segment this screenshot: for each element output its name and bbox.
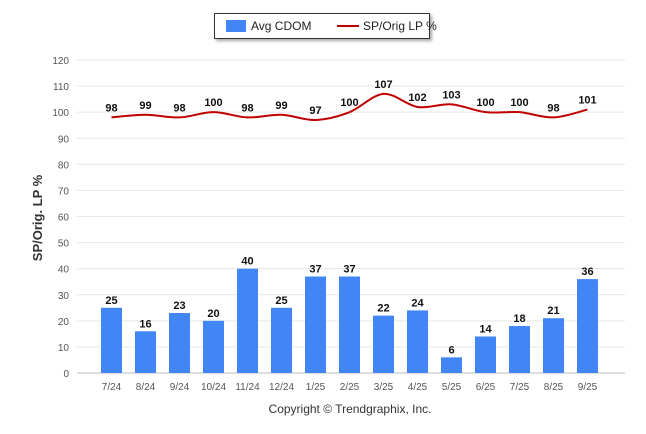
line-label-10/24: 100 (204, 97, 222, 109)
x-tick-9/24: 9/24 (170, 382, 190, 393)
line-label-5/25: 103 (442, 89, 460, 101)
bar-label-3/25: 22 (377, 303, 389, 315)
bar-4/25 (407, 310, 428, 373)
bar-12/24 (271, 307, 292, 373)
bar-1/25 (305, 276, 326, 373)
y-axis-ticks: 0 10 20 30 40 50 60 70 80 90 100 110 120 (52, 56, 69, 380)
bar-7/24 (101, 307, 122, 373)
bar-label-8/25: 21 (547, 305, 559, 317)
bar-label-7/24: 25 (105, 295, 117, 307)
series-line-sp-orig-lp (111, 92, 588, 121)
x-tick-6/25: 6/25 (476, 382, 496, 393)
line-label-11/24: 98 (241, 102, 253, 114)
bar-label-2/25: 37 (343, 263, 355, 275)
y-tick-120: 120 (52, 56, 69, 67)
y-tick-30: 30 (58, 291, 70, 302)
line-label-12/24: 99 (275, 100, 287, 112)
y-tick-40: 40 (58, 265, 70, 276)
bar-label-4/25: 24 (411, 297, 424, 309)
y-tick-100: 100 (52, 108, 69, 119)
y-tick-70: 70 (58, 186, 70, 197)
bar-label-5/25: 6 (448, 344, 454, 356)
bar-10/24 (203, 320, 224, 373)
bar-label-9/24: 23 (173, 300, 185, 312)
bar-label-9/25: 36 (581, 266, 593, 278)
bar-label-1/25: 37 (309, 263, 321, 275)
bar-label-6/25: 14 (479, 323, 492, 335)
legend-label-sp-orig-lp: SP/Orig LP % (363, 19, 437, 33)
y-tick-110: 110 (53, 82, 69, 93)
bar-label-12/24: 25 (275, 295, 287, 307)
bar-5/25 (441, 357, 462, 373)
copyright-text: Copyright © Trendgraphix, Inc. (268, 402, 432, 416)
bar-label-8/24: 16 (139, 318, 151, 330)
x-tick-3/25: 3/25 (374, 382, 394, 393)
line-label-8/24: 99 (139, 100, 151, 112)
line-sp-orig-lp (111, 92, 588, 121)
y-tick-10: 10 (58, 343, 70, 354)
bars-avg-cdom (101, 268, 598, 373)
x-tick-11/24: 11/24 (235, 382, 260, 393)
bar-8/24 (135, 331, 156, 373)
bar-9/25 (577, 279, 598, 373)
x-tick-9/25: 9/25 (578, 382, 598, 393)
line-label-4/25: 102 (408, 92, 426, 104)
bar-7/25 (509, 326, 530, 373)
bar-11/24 (237, 268, 258, 373)
line-label-9/24: 98 (173, 102, 185, 114)
line-label-1/25: 97 (309, 105, 321, 117)
legend-label-avg-cdom: Avg CDOM (251, 19, 312, 33)
line-label-9/25: 101 (578, 95, 596, 107)
line-label-6/25: 100 (476, 97, 494, 109)
legend-swatch-avg-cdom (226, 20, 246, 32)
x-tick-7/24: 7/24 (102, 382, 122, 393)
x-axis-ticks: 7/24 8/24 9/24 10/24 11/24 12/24 1/25 2/25 3/25 4… (102, 382, 598, 393)
line-label-8/25: 98 (547, 102, 559, 114)
y-tick-60: 60 (58, 213, 70, 224)
line-label-7/24: 98 (105, 102, 117, 114)
y-tick-80: 80 (58, 160, 70, 171)
y-tick-20: 20 (58, 317, 70, 328)
bar-9/24 (169, 313, 190, 373)
x-tick-12/24: 12/24 (269, 382, 294, 393)
x-tick-8/24: 8/24 (136, 382, 156, 393)
legend: Avg CDOM SP/Orig LP % (214, 13, 437, 39)
bar-6/25 (475, 336, 496, 373)
bar-label-7/25: 18 (513, 313, 525, 325)
bar-3/25 (373, 315, 394, 373)
x-tick-5/25: 5/25 (442, 382, 462, 393)
legend-swatch-sp-orig-lp (337, 25, 359, 27)
x-tick-2/25: 2/25 (340, 382, 360, 393)
y-tick-50: 50 (58, 239, 70, 250)
line-label-7/25: 100 (510, 97, 528, 109)
x-tick-8/25: 8/25 (544, 382, 564, 393)
line-label-3/25: 107 (374, 79, 392, 91)
bar-label-11/24: 40 (241, 256, 253, 268)
x-tick-1/25: 1/25 (306, 382, 326, 393)
y-tick-90: 90 (58, 134, 70, 145)
bar-label-10/24: 20 (207, 308, 219, 320)
y-axis-label: SP/Orig. LP % (30, 174, 45, 261)
x-tick-7/25: 7/25 (510, 382, 530, 393)
gridlines (77, 59, 625, 374)
line-label-2/25: 100 (340, 97, 358, 109)
bar-2/25 (339, 276, 360, 373)
x-tick-10/24: 10/24 (201, 382, 226, 393)
x-tick-4/25: 4/25 (408, 382, 428, 393)
line-labels: 98 99 98 100 98 99 97 100 107 102 103 100 100 98 101 (105, 79, 596, 117)
bar-8/25 (543, 318, 564, 373)
bar-labels: 25 16 23 20 40 25 37 37 22 24 6 14 18 21 36 (105, 256, 593, 357)
y-tick-0: 0 (63, 369, 69, 380)
